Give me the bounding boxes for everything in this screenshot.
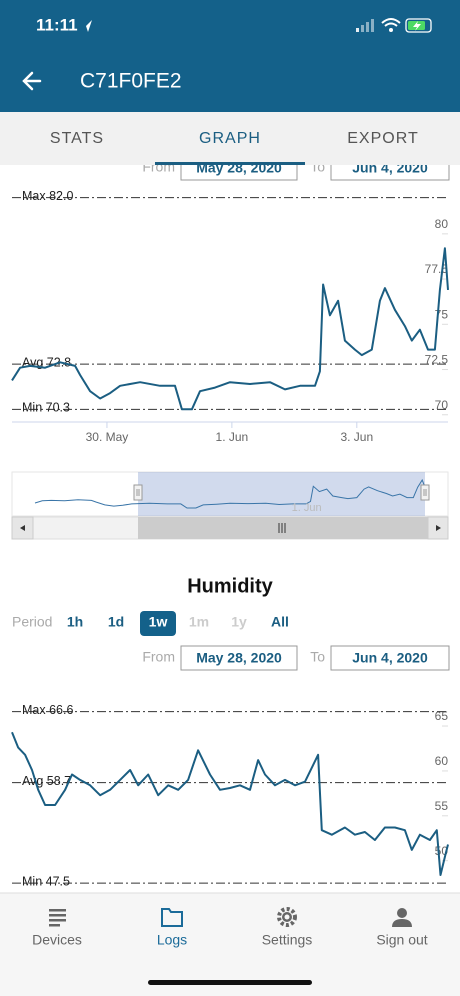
to-label: To	[310, 649, 325, 665]
location-icon	[82, 20, 92, 32]
home-indicator	[148, 980, 312, 985]
nav-item[interactable]: Logs	[157, 932, 187, 948]
navigator-handle[interactable]	[133, 484, 143, 501]
y-tick-label: 65	[435, 709, 449, 723]
logs-icon	[161, 908, 183, 927]
content: From May 28, 2020 To Jun 4, 20207072.57577.…	[11, 155, 450, 888]
tabs-background	[0, 112, 460, 165]
header-background	[0, 0, 460, 112]
wifi-icon	[381, 18, 401, 27]
tab[interactable]: GRAPH	[199, 130, 261, 147]
period-label: Period	[12, 614, 52, 630]
y-tick-label: 80	[435, 217, 449, 231]
from-value: May 28, 2020	[196, 650, 282, 666]
nav-item[interactable]: Sign out	[376, 932, 427, 948]
period-button-active	[140, 611, 176, 636]
y-tick-label: 55	[435, 799, 449, 813]
nav-item[interactable]: Settings	[262, 932, 313, 948]
navigator-background	[11, 471, 449, 517]
period-button[interactable]: All	[271, 614, 289, 630]
tabs: STATS GRAPH EXPORT	[50, 130, 419, 165]
plot-line-label: Min 47.5	[22, 874, 70, 888]
x-tick-label: 1. Jun	[216, 430, 249, 444]
plot-line-label: Max 66.6	[22, 703, 73, 717]
signout-icon-body	[392, 919, 412, 927]
y-tick-label: 60	[435, 754, 449, 768]
devices-icon	[49, 909, 66, 927]
signout-icon-head	[397, 908, 407, 918]
period-button[interactable]: 1w	[149, 614, 168, 630]
status-time: 11:11	[36, 15, 78, 34]
plot-line-label: Min 70.3	[22, 401, 70, 415]
to-value: Jun 4, 2020	[352, 650, 428, 666]
y-tick-label: 72.5	[425, 353, 449, 367]
to-input[interactable]	[330, 645, 450, 671]
scroll-left-arrow	[20, 525, 25, 531]
navigator-mask	[138, 472, 425, 516]
battery-outline	[405, 18, 432, 33]
charging-bolt	[413, 21, 421, 31]
tab-indicator	[155, 162, 305, 165]
period-button[interactable]: 1d	[108, 614, 124, 630]
period-button[interactable]: 1h	[67, 614, 83, 630]
signal-icon	[356, 19, 374, 32]
scrollbar-grip	[278, 523, 286, 533]
period-button: 1m	[189, 614, 209, 630]
nav-icons	[49, 907, 412, 927]
chart-title: Humidity	[187, 575, 273, 597]
y-tick-label: 70	[435, 398, 449, 412]
scroll-right-arrow	[436, 525, 441, 531]
x-tick-label: 3. Jun	[340, 430, 373, 444]
from-input[interactable]	[180, 645, 298, 671]
bottom-nav-background	[0, 893, 460, 996]
x-tick-label: 30. May	[86, 430, 129, 444]
plot-line-label: Max 82.0	[22, 189, 73, 203]
scrollbar-thumb[interactable]	[138, 517, 428, 539]
data-line	[11, 247, 449, 411]
tab[interactable]: EXPORT	[347, 130, 419, 147]
navigator-tick-label: 1. Jun	[292, 502, 322, 514]
wifi-dot	[389, 28, 393, 32]
back-button[interactable]	[22, 71, 42, 91]
navigator-line	[34, 478, 426, 509]
tab[interactable]: STATS	[50, 130, 104, 147]
plot-line-label: Avg 58.7	[22, 774, 71, 788]
settings-icon-hole	[284, 914, 290, 920]
from-label: From	[142, 649, 175, 665]
header-title: C71F0FE2	[80, 70, 182, 93]
navigator-handle[interactable]	[420, 484, 430, 501]
settings-icon	[277, 907, 297, 927]
period-button: 1y	[231, 614, 247, 630]
nav-item[interactable]: Devices	[32, 932, 82, 948]
y-tick-label: 77.5	[425, 262, 449, 276]
data-line	[11, 731, 449, 876]
